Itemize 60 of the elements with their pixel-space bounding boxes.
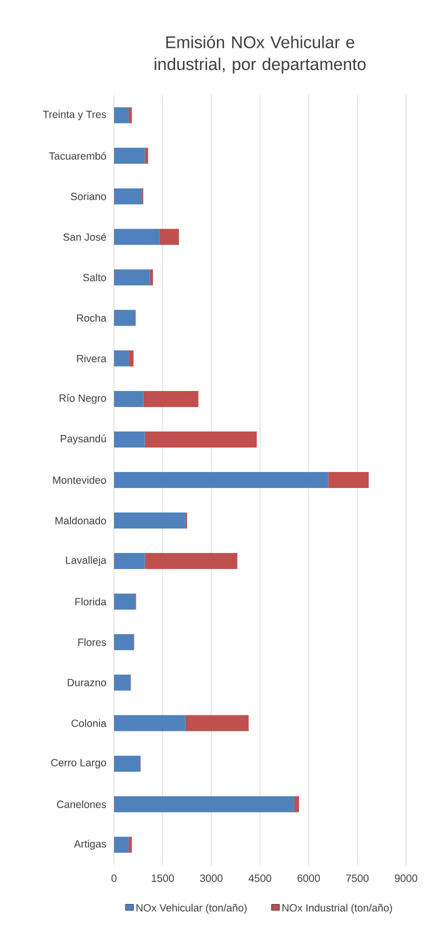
chart-title: Emisión NOx Vehicular e industrial, por departamento bbox=[154, 36, 366, 74]
bar bbox=[114, 512, 186, 529]
x-tick-label: 1500 bbox=[152, 874, 174, 882]
bar bbox=[328, 472, 369, 488]
y-tick-label: Florida bbox=[75, 598, 106, 606]
bar bbox=[114, 390, 144, 407]
bar bbox=[114, 634, 134, 650]
y-tick-label: Canelones bbox=[56, 800, 106, 808]
bar bbox=[114, 188, 142, 204]
y-tick-label: Colonia bbox=[72, 719, 106, 728]
y-tick-label: Montevideo bbox=[53, 476, 106, 484]
x-tick-label: 7500 bbox=[346, 874, 369, 882]
bar bbox=[114, 107, 129, 124]
y-tick-label: Lavalleja bbox=[66, 556, 106, 566]
legend-label: NOx Industrial (ton/año) bbox=[282, 904, 392, 914]
bar bbox=[114, 148, 145, 164]
x-tick-label: 4500 bbox=[248, 874, 272, 882]
bar bbox=[294, 796, 299, 812]
y-tick-label: Tacuarembó bbox=[49, 152, 106, 160]
x-tick-label: 9000 bbox=[394, 874, 418, 882]
bar bbox=[128, 836, 132, 853]
bar bbox=[114, 472, 328, 488]
y-tick-label: Soriano bbox=[70, 192, 106, 200]
bar bbox=[144, 148, 148, 164]
bar bbox=[114, 431, 145, 448]
y-tick-label: San José bbox=[63, 232, 106, 241]
y-tick-label: Flores bbox=[78, 638, 106, 646]
x-tick-label: 0 bbox=[112, 874, 116, 882]
y-tick-label: Salto bbox=[83, 274, 106, 282]
x-tick-label: 3000 bbox=[200, 874, 223, 882]
bar bbox=[128, 350, 134, 366]
bar bbox=[114, 269, 150, 286]
legend-label: NOx Vehicular (ton/año) bbox=[136, 904, 247, 914]
bar bbox=[185, 715, 249, 732]
bar bbox=[114, 553, 145, 570]
bar bbox=[114, 310, 136, 326]
y-tick-label: Treinta y Tres bbox=[42, 110, 106, 120]
bar bbox=[144, 431, 257, 448]
bar bbox=[114, 228, 160, 245]
bar bbox=[114, 594, 136, 610]
bar bbox=[114, 796, 294, 812]
bar bbox=[114, 756, 140, 772]
bar bbox=[114, 836, 129, 853]
bar bbox=[114, 715, 186, 732]
bar bbox=[143, 390, 198, 407]
bar bbox=[114, 674, 130, 691]
y-tick-label: Durazno bbox=[68, 679, 106, 686]
y-tick-label: Cerro Largo bbox=[51, 758, 106, 768]
bar bbox=[159, 228, 179, 245]
x-tick-label: 6000 bbox=[298, 874, 320, 882]
y-tick-label: Rivera bbox=[77, 354, 106, 362]
y-tick-label: Rocha bbox=[77, 314, 106, 322]
y-tick-label: Artigas bbox=[74, 840, 106, 850]
bar bbox=[144, 553, 238, 570]
bar bbox=[128, 107, 132, 124]
bar bbox=[114, 350, 129, 366]
bar bbox=[150, 269, 153, 286]
y-tick-label: Río Negro bbox=[60, 394, 106, 404]
y-tick-label: Paysandú bbox=[60, 434, 106, 444]
y-tick-label: Maldonado bbox=[56, 516, 106, 524]
